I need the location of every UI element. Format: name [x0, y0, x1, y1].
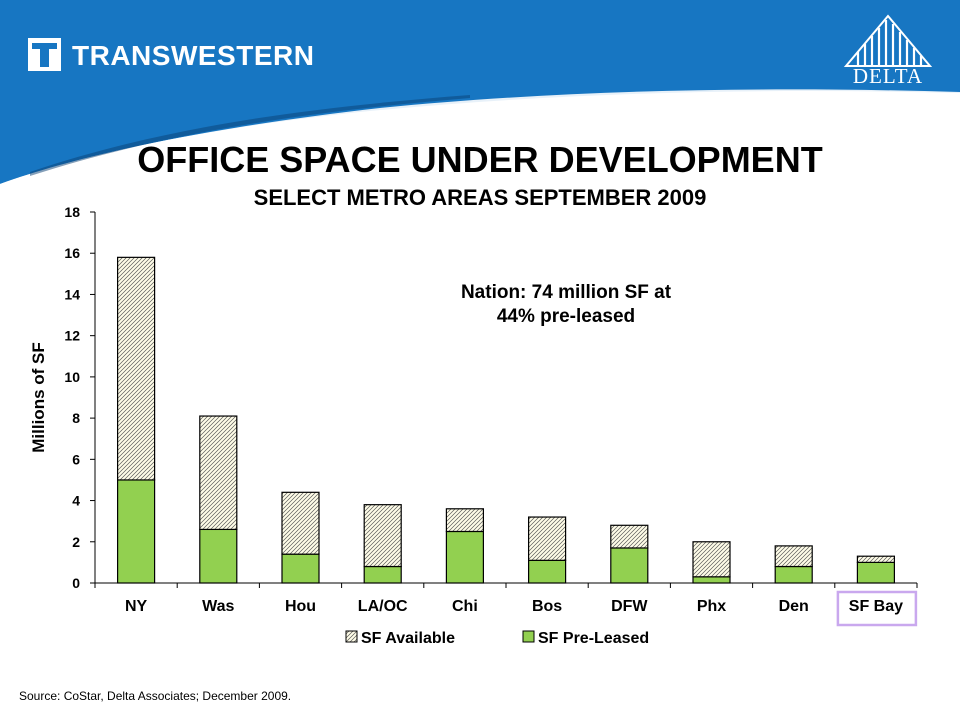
y-tick-label: 0 — [72, 575, 80, 591]
x-tick-label: Chi — [452, 598, 478, 615]
y-tick-label: 16 — [64, 245, 80, 261]
highlight-box — [836, 590, 918, 627]
bar-preleased — [445, 530, 484, 584]
x-tick-label: LA/OC — [358, 598, 408, 615]
annotation-line-2: 44% pre-leased — [496, 306, 636, 327]
y-tick-label: 10 — [64, 369, 80, 385]
bar-available — [527, 516, 567, 561]
bar-available — [610, 524, 649, 549]
y-tick-label: 6 — [72, 451, 80, 467]
annotation-line-1: Nation: 74 million SF at — [460, 282, 672, 303]
bar-preleased — [774, 565, 813, 584]
nation-annotation: Nation: 74 million SF at 44% pre-leased — [418, 281, 714, 329]
bar-preleased — [116, 479, 156, 584]
y-tick-label: 12 — [64, 328, 80, 344]
bar-available — [774, 545, 813, 568]
x-tick-label: Was — [202, 598, 234, 615]
chart-title: OFFICE SPACE UNDER DEVELOPMENT — [137, 139, 823, 180]
bar-available — [281, 491, 320, 555]
bar-available — [199, 415, 238, 531]
bar-preleased — [856, 561, 896, 584]
source-note: Source: CoStar, Delta Associates; Decemb… — [19, 689, 292, 703]
bar-available — [856, 555, 896, 563]
y-axis-title: Millions of SF — [29, 342, 48, 453]
y-tick-label: 8 — [72, 410, 80, 426]
bar-preleased — [527, 559, 567, 584]
bar-preleased — [610, 547, 649, 584]
header-banner — [0, 0, 960, 190]
y-tick-label: 4 — [72, 493, 80, 509]
legend-swatch — [345, 630, 358, 643]
legend-label: SF Pre-Leased — [538, 630, 649, 647]
x-tick-label: SF Bay — [849, 598, 903, 615]
y-tick-label: 14 — [64, 286, 80, 302]
delta-logo-icon — [843, 14, 933, 67]
chart-subtitle: SELECT METRO AREAS SEPTEMBER 2009 — [253, 185, 707, 210]
bar-available — [363, 504, 402, 568]
x-tick-label: NY — [125, 598, 148, 615]
y-tick-label: 18 — [64, 204, 80, 220]
bar-preleased — [363, 565, 402, 584]
x-tick-label: Bos — [532, 598, 562, 615]
bar-available — [692, 541, 731, 578]
transwestern-logo-text: TRANSWESTERN — [72, 40, 315, 71]
x-tick-label: Phx — [697, 598, 726, 615]
delta-logo-text: DELTA — [852, 64, 924, 88]
header-blue-wave — [0, 0, 960, 184]
header-white-swoosh — [0, 89, 960, 190]
y-tick-label: 2 — [72, 534, 80, 550]
bar-available — [445, 508, 484, 533]
bar-available — [116, 256, 156, 481]
x-tick-label: DFW — [611, 598, 648, 615]
x-tick-label: Hou — [285, 598, 316, 615]
legend-swatch — [522, 630, 535, 643]
bar-preleased — [692, 576, 731, 584]
bar-preleased — [199, 528, 238, 584]
bar-preleased — [281, 553, 320, 584]
x-tick-label: Den — [779, 598, 809, 615]
legend-label: SF Available — [361, 630, 455, 647]
transwestern-logo-icon — [28, 38, 61, 71]
